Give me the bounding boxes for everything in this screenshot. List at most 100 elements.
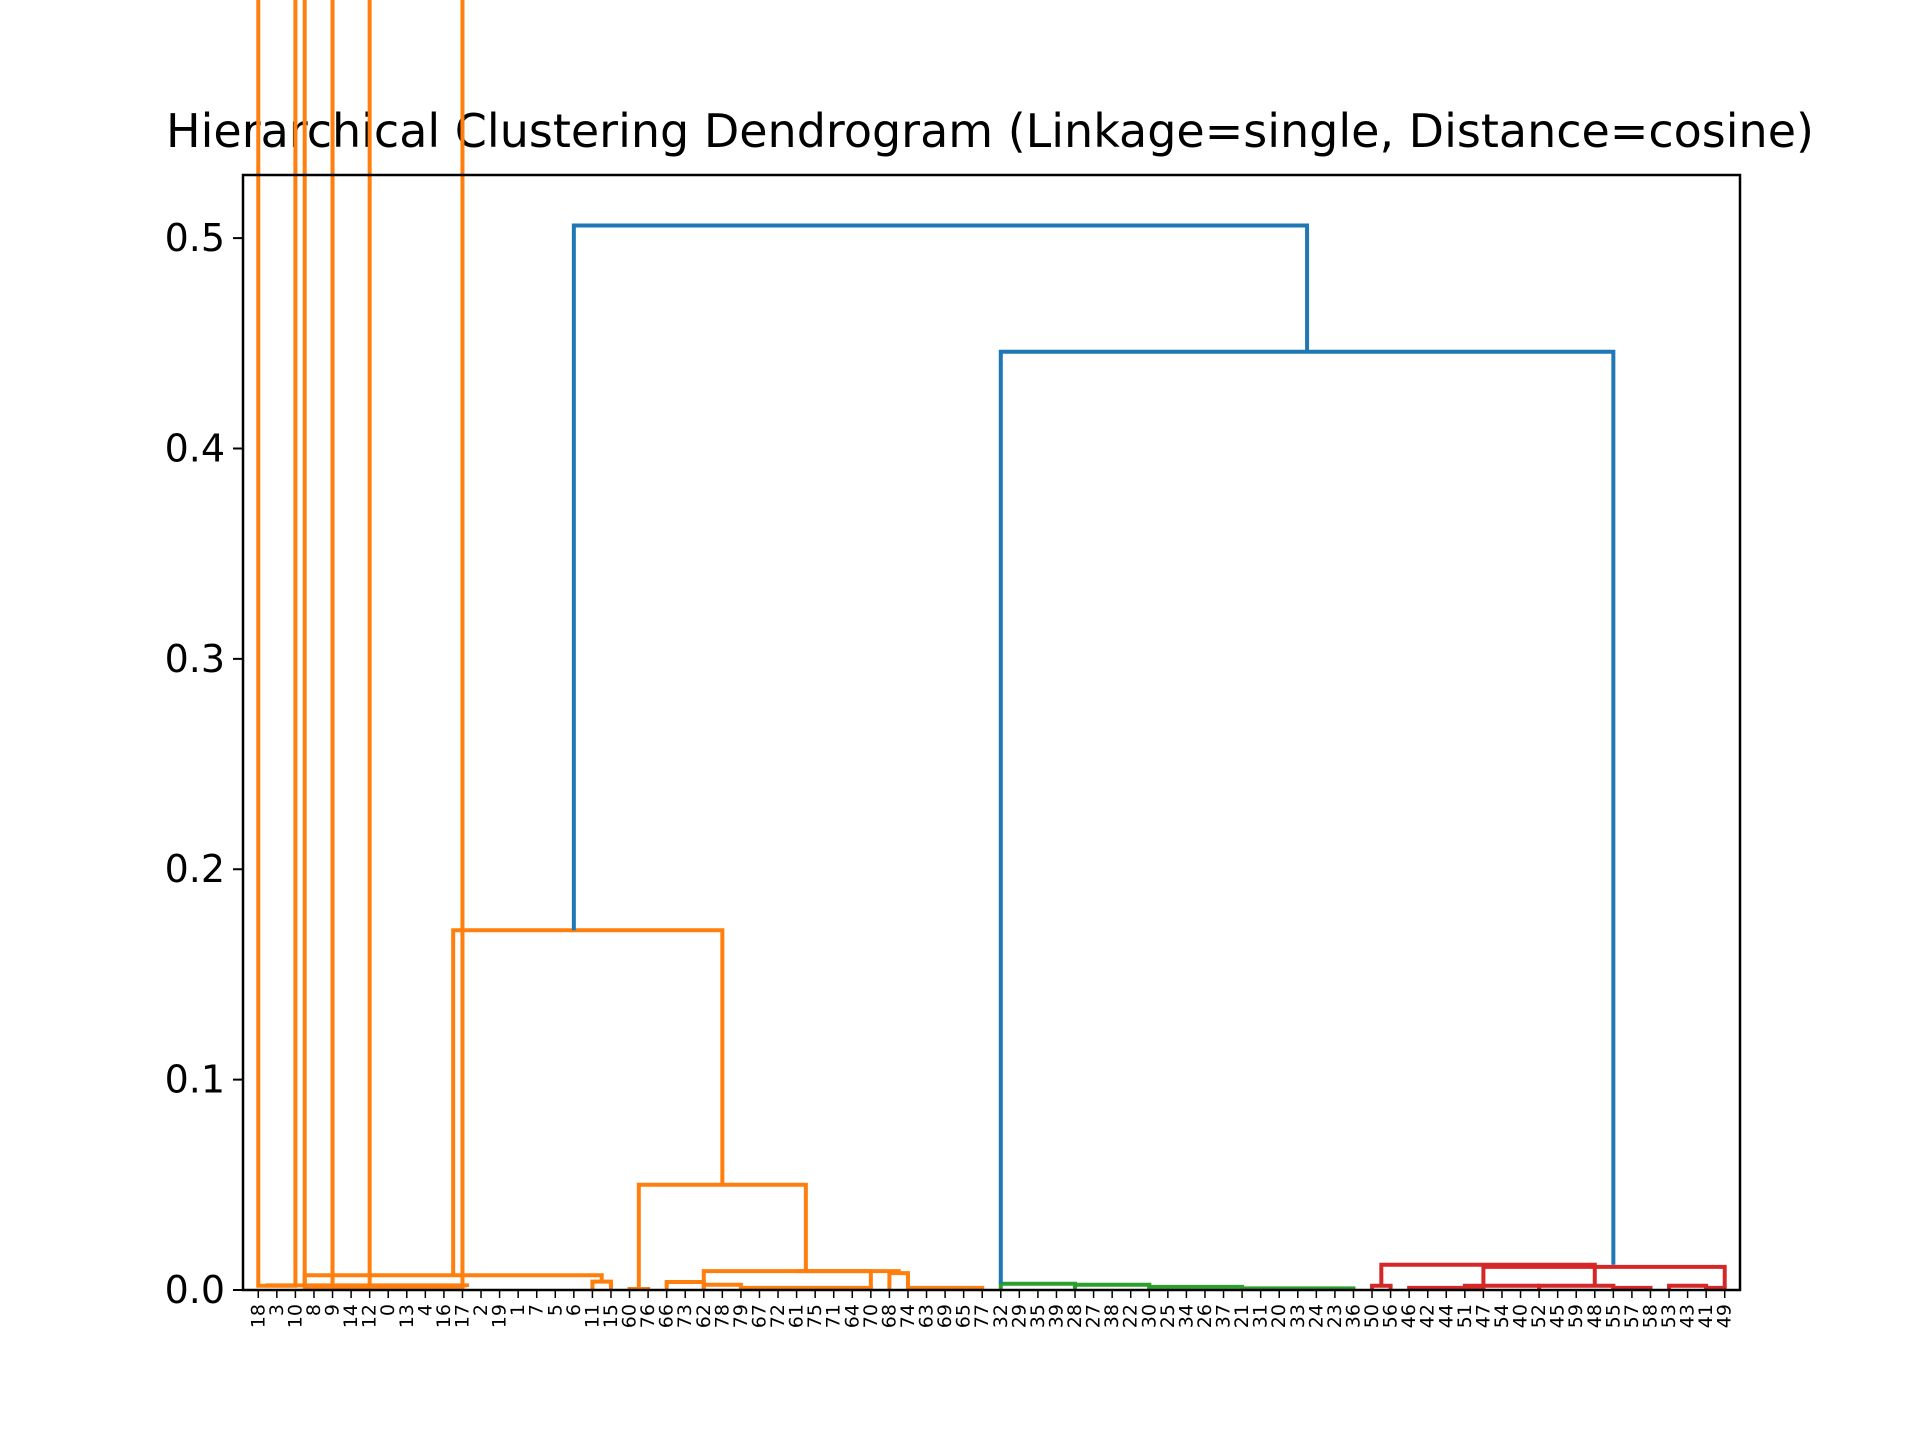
leaf-label: 30 (1138, 1304, 1160, 1328)
leaf-label: 52 (1528, 1304, 1550, 1328)
dendrogram-link (571, 223, 1310, 931)
dendrogram-link (302, 0, 465, 1289)
leaf-label: 64 (841, 1304, 863, 1328)
leaf-label: 4 (414, 1304, 436, 1316)
leaf-label: 58 (1639, 1304, 1661, 1328)
leaf-label: 15 (600, 1304, 622, 1328)
leaf-label: 10 (284, 1304, 306, 1328)
dendrogram-link (451, 928, 725, 1276)
leaf-label: 33 (1287, 1304, 1309, 1328)
leaf-label: 2 (470, 1304, 492, 1316)
leaf-label: 14 (340, 1304, 362, 1328)
leaf-label: 67 (748, 1304, 770, 1328)
chart-title: Hierarchical Clustering Dendrogram (Link… (166, 104, 1814, 158)
leaf-label: 65 (953, 1304, 975, 1328)
leaf-label: 0 (377, 1304, 399, 1316)
leaf-label: 62 (693, 1304, 715, 1328)
leaf-label: 29 (1008, 1304, 1030, 1328)
leaf-label: 42 (1417, 1304, 1439, 1328)
leaf-label: 9 (322, 1304, 344, 1316)
leaf-label: 8 (303, 1304, 325, 1316)
dendrogram-link (1379, 1262, 1597, 1286)
leaf-label: 20 (1268, 1304, 1290, 1328)
y-axis: 0.0 0.1 0.2 0.3 0.4 0.5 (165, 216, 243, 1312)
dendrogram-link (330, 0, 372, 1290)
dendrogram-link (998, 349, 1616, 1284)
leaf-label: 40 (1510, 1304, 1532, 1328)
leaf-label: 12 (359, 1304, 381, 1328)
y-tick-label: 0.5 (165, 216, 225, 260)
leaf-label: 61 (786, 1304, 808, 1328)
leaf-label: 5 (544, 1304, 566, 1316)
leaf-label: 43 (1677, 1304, 1699, 1328)
leaf-label: 21 (1231, 1304, 1253, 1328)
leaf-label: 48 (1584, 1304, 1606, 1328)
leaf-label: 68 (878, 1304, 900, 1328)
leaf-label: 45 (1547, 1304, 1569, 1328)
leaf-label: 56 (1380, 1304, 1402, 1328)
leaf-label: 46 (1398, 1304, 1420, 1328)
leaf-label: 53 (1658, 1304, 1680, 1328)
leaf-label: 49 (1714, 1304, 1736, 1328)
leaf-label: 60 (619, 1304, 641, 1328)
leaf-label: 17 (451, 1304, 473, 1328)
leaf-label: 41 (1695, 1304, 1717, 1328)
leaf-label: 55 (1602, 1304, 1624, 1328)
leaf-label: 11 (581, 1304, 603, 1328)
leaf-label: 6 (563, 1304, 585, 1316)
leaf-label: 37 (1213, 1304, 1235, 1328)
y-tick-label: 0.4 (165, 426, 225, 470)
leaf-label: 57 (1621, 1304, 1643, 1328)
leaf-label: 79 (730, 1304, 752, 1328)
leaf-label: 78 (711, 1304, 733, 1328)
leaf-label: 7 (526, 1304, 548, 1316)
leaf-label: 50 (1361, 1304, 1383, 1328)
leaf-label: 13 (396, 1304, 418, 1328)
leaf-label: 36 (1342, 1304, 1364, 1328)
dendrogram-link (701, 1269, 873, 1290)
leaf-label: 26 (1194, 1304, 1216, 1328)
leaf-label: 69 (934, 1304, 956, 1328)
y-tick-label: 0.0 (165, 1268, 225, 1312)
dendrogram-link (636, 1182, 808, 1289)
leaf-label: 63 (916, 1304, 938, 1328)
leaf-label: 54 (1491, 1304, 1513, 1328)
leaf-label: 39 (1045, 1304, 1067, 1328)
leaf-label: 44 (1435, 1304, 1457, 1328)
leaf-label: 34 (1175, 1304, 1197, 1328)
leaf-label: 77 (971, 1304, 993, 1328)
plot-frame (241, 173, 1742, 1292)
leaf-label: 27 (1083, 1304, 1105, 1328)
leaf-label: 75 (804, 1304, 826, 1328)
leaf-label: 25 (1157, 1304, 1179, 1328)
leaf-label: 66 (656, 1304, 678, 1328)
leaf-label: 74 (897, 1304, 919, 1328)
leaf-label: 18 (247, 1304, 269, 1328)
y-tick-label: 0.1 (165, 1058, 225, 1102)
dendrogram-link (796, 1269, 901, 1274)
leaf-label: 23 (1324, 1304, 1346, 1328)
leaf-label: 47 (1472, 1304, 1494, 1328)
leaf-label: 19 (489, 1304, 511, 1328)
leaf-label: 59 (1565, 1304, 1587, 1328)
leaf-label: 73 (674, 1304, 696, 1328)
leaf-label: 76 (637, 1304, 659, 1328)
leaf-label: 38 (1101, 1304, 1123, 1328)
dendrogram-link (256, 0, 298, 1288)
x-axis-leaf-labels: 1831089141201341617219175611156076667362… (247, 1290, 1736, 1328)
leaf-label: 70 (860, 1304, 882, 1328)
leaf-label: 71 (823, 1304, 845, 1328)
dendrogram-link (265, 1283, 470, 1288)
leaf-label: 16 (433, 1304, 455, 1328)
leaf-label: 32 (990, 1304, 1012, 1328)
leaf-label: 31 (1250, 1304, 1272, 1328)
leaf-label: 28 (1064, 1304, 1086, 1328)
dendrogram-link (887, 1271, 910, 1290)
leaf-label: 35 (1027, 1304, 1049, 1328)
leaf-label: 3 (266, 1304, 288, 1316)
y-tick-label: 0.3 (165, 637, 225, 681)
leaf-label: 51 (1454, 1304, 1476, 1328)
leaf-label: 22 (1120, 1304, 1142, 1328)
leaf-label: 1 (507, 1304, 529, 1316)
